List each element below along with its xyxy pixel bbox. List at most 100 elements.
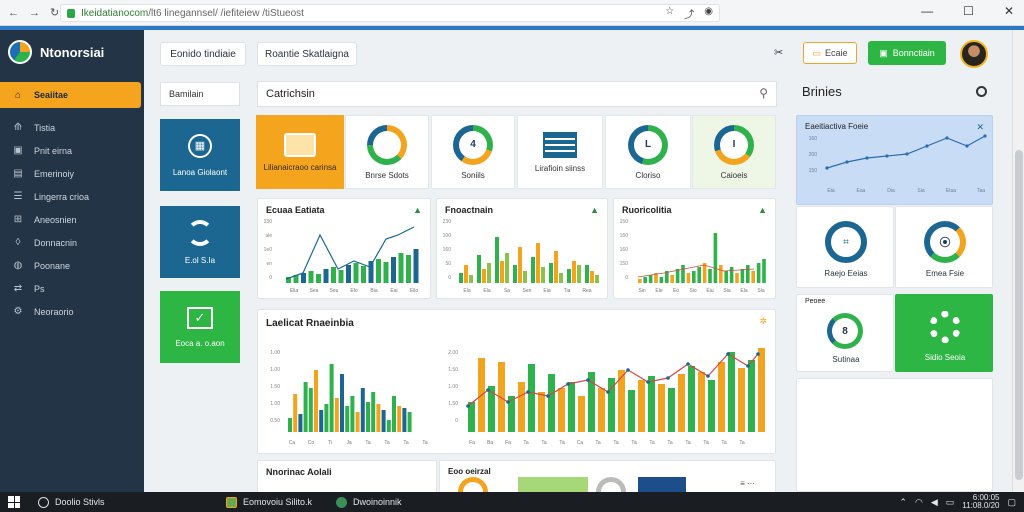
extension-icon[interactable]: ◉ — [704, 6, 713, 17]
refresh-icon[interactable] — [976, 86, 987, 97]
tile-calendar[interactable]: ▦ Lanoa Giolaont — [160, 119, 240, 191]
stat-card[interactable]: Lirafioin siinss — [517, 115, 603, 189]
close-icon[interactable]: ✕ — [976, 122, 984, 132]
scrollbar[interactable] — [1012, 30, 1024, 492]
filter-input[interactable]: Bamilain — [160, 82, 240, 106]
sidebar-item[interactable]: ◍ Poonane — [0, 254, 144, 277]
stat-card-highlight[interactable]: Lilianaicraoo carinsa — [256, 115, 344, 189]
close-button[interactable]: ✕ — [1003, 4, 1014, 18]
forward-icon[interactable]: → — [29, 6, 40, 19]
bar — [735, 273, 739, 283]
sidebar-item[interactable]: ▣ Pnit eirna — [0, 139, 144, 162]
y-tick-label: 330 — [264, 219, 273, 225]
donut-card-1[interactable]: ⌗ Raejo Eeias — [796, 206, 894, 288]
brand-logo-icon — [8, 40, 32, 64]
clock-date: 11:08.0/20 — [962, 501, 1000, 510]
clock[interactable]: 6:00:05 11:08.0/20 — [962, 494, 999, 510]
bar — [392, 396, 396, 432]
chevron-up-icon[interactable]: ⌃ — [899, 496, 907, 507]
bar — [402, 408, 407, 432]
search-input[interactable]: Catrichsin ⚲ — [257, 81, 777, 107]
orange-action-button[interactable]: ▭ Ecaie — [803, 42, 857, 64]
x-tick-label: Ta — [422, 440, 428, 446]
expand-icon[interactable]: ▲ — [413, 205, 422, 215]
stat-card[interactable]: L Cloriso — [605, 115, 691, 189]
sidebar-item[interactable]: ⌂ Seaiitae — [0, 82, 141, 108]
tile-checklist[interactable]: ✓ Eoca a. o.aon — [160, 291, 240, 363]
reload-icon[interactable]: ↻ — [50, 7, 60, 19]
sidebar-item[interactable]: ☰ Lingerra crioa — [0, 185, 144, 208]
green-settings-tile[interactable]: Sidio Seoia — [895, 294, 993, 372]
taskbar-app-1[interactable]: Eomovoiu Silito.k — [226, 495, 312, 509]
window-controls: — ☐ ✕ — [921, 4, 1014, 18]
stat-card[interactable]: Bnrse Sdots — [345, 115, 429, 189]
back-icon[interactable]: ← — [8, 6, 19, 19]
share-icon[interactable]: ⤴ — [684, 10, 695, 21]
bar — [383, 262, 389, 283]
expand-icon[interactable]: ▲ — [590, 205, 599, 215]
bar — [590, 271, 594, 283]
maximize-button[interactable]: ☐ — [963, 4, 974, 18]
sidebar-item[interactable]: ◊ Donnacnin — [0, 231, 144, 254]
header-button-1[interactable]: Eonido tindiaie — [160, 42, 246, 66]
bar — [355, 412, 360, 432]
tools-icon[interactable]: ✂ — [774, 47, 784, 59]
avatar[interactable] — [960, 40, 988, 68]
sidebar-item[interactable]: ⊞ Aneosnien — [0, 208, 144, 231]
volume-icon[interactable]: ◀ — [930, 496, 938, 507]
bar — [668, 388, 675, 432]
x-tick-label: Ta — [403, 440, 409, 446]
battery-icon[interactable]: ▭ — [945, 496, 955, 507]
bar — [558, 388, 565, 432]
y-tick-label: 1.50 — [270, 384, 280, 390]
bar — [746, 265, 750, 283]
sidebar-item[interactable]: ⟰ Tistia — [0, 116, 144, 139]
bar — [628, 390, 635, 432]
search-icon[interactable]: ⚲ — [759, 86, 768, 100]
bar — [391, 257, 396, 283]
expand-icon[interactable]: ▲ — [758, 205, 767, 215]
bar — [708, 380, 715, 432]
mini-title: Peoee — [805, 298, 826, 305]
search-placeholder: Catrichsin — [266, 88, 315, 100]
stat-ring: I — [714, 124, 754, 165]
bar — [713, 233, 718, 283]
tile-sync[interactable]: E.ol S.Ia — [160, 206, 240, 278]
bookmark-icon[interactable]: ☆ — [665, 6, 675, 17]
brand[interactable]: Ntonorsiai — [0, 30, 144, 74]
sidebar-item[interactable]: ▤ Emerinoiy — [0, 162, 144, 185]
taskbar-app-2[interactable]: Dwoinoinnik — [336, 495, 402, 509]
primary-action-button[interactable]: ▣ Bonnctiain — [868, 41, 946, 65]
scrollbar-thumb[interactable] — [1015, 150, 1023, 480]
bar — [648, 376, 655, 432]
taskbar: Doolio Stivls Eomovoiu Silito.k Dwoinoin… — [0, 492, 1024, 512]
wifi-icon[interactable]: ◠ — [914, 496, 923, 507]
windows-start-icon[interactable] — [8, 496, 20, 508]
ring-center: I — [720, 130, 748, 159]
bar — [665, 271, 669, 283]
settings-icon[interactable]: ✲ — [759, 316, 767, 326]
sidebar-item[interactable]: ⚙ Neoraorio — [0, 300, 144, 323]
stat-card[interactable]: I Caioeis — [692, 115, 776, 189]
donut-card-2[interactable]: ⦿ Emea Fsie — [895, 206, 993, 288]
header-button-2[interactable]: Roantie Skatlaigna — [257, 42, 357, 66]
bar — [654, 273, 658, 283]
taskbar-search[interactable]: Doolio Stivls — [38, 496, 105, 508]
x-tick-label: Sin — [638, 288, 645, 294]
address-bar[interactable]: Ikeidatianocom /lt6 linegannsel/ /iefite… — [60, 4, 720, 22]
notification-icon[interactable]: ▢ — [1007, 496, 1016, 507]
x-tick-label: Ela — [463, 288, 470, 294]
brand-name: Ntonorsiai — [40, 44, 105, 60]
x-tick-label: Sia — [757, 288, 764, 294]
bar — [329, 364, 334, 432]
bar — [398, 253, 404, 283]
bar — [608, 378, 615, 432]
sidebar-item[interactable]: ⇄ Ps — [0, 277, 144, 300]
y-tick-label: 160 — [620, 247, 629, 253]
mini-stat-card[interactable]: Peoee 8 Sutinaa — [796, 294, 894, 372]
stat-card[interactable]: 4 Soniils — [431, 115, 515, 189]
x-tick-label: Eiu — [706, 288, 713, 294]
bar — [324, 404, 329, 432]
minimize-button[interactable]: — — [921, 4, 934, 18]
menu-icon[interactable]: ≡ ⋯ — [740, 479, 755, 488]
